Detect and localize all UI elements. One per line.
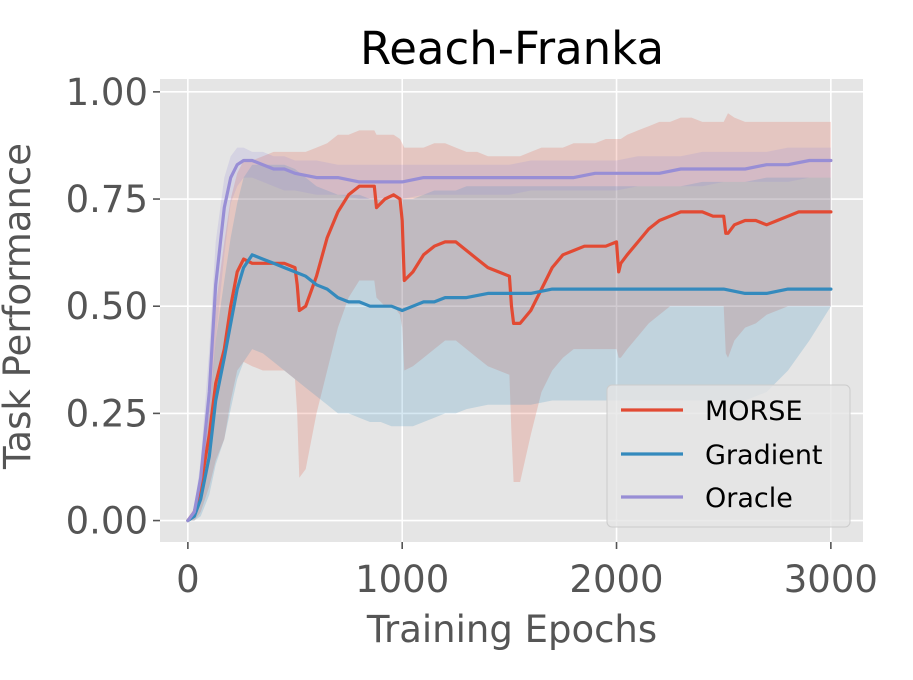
legend-label-gradient: Gradient (705, 440, 823, 471)
y-tick-label: 0.00 (66, 500, 148, 543)
y-axis-ticks: 0.00 0.25 0.50 0.75 1.00 (66, 71, 160, 543)
y-tick-label: 0.25 (66, 392, 148, 435)
series-lines (186, 158, 833, 523)
y-axis-label: Task Performance (0, 143, 39, 470)
legend-label-oracle: Oracle (705, 483, 793, 514)
gradient-line (186, 253, 833, 523)
y-tick-label: 1.00 (66, 71, 148, 114)
y-tick-label: 0.75 (66, 178, 148, 221)
x-tick-label: 0 (176, 558, 200, 601)
x-axis-label: Training Epochs (366, 608, 657, 651)
oracle-line (186, 158, 833, 523)
legend-label-morse: MORSE (705, 396, 803, 427)
morse-line (186, 184, 833, 523)
gradient-confidence-band (187, 164, 831, 521)
x-tick-label: 3000 (784, 558, 878, 601)
legend: MORSE Gradient Oracle (606, 384, 851, 528)
legend-box (606, 384, 851, 528)
x-tick-label: 2000 (569, 558, 663, 601)
y-tick-label: 0.50 (66, 285, 148, 328)
chart-title: Reach-Franka (360, 22, 664, 75)
x-axis-ticks: 0 1000 2000 3000 (176, 542, 878, 601)
x-tick-label: 1000 (355, 558, 449, 601)
